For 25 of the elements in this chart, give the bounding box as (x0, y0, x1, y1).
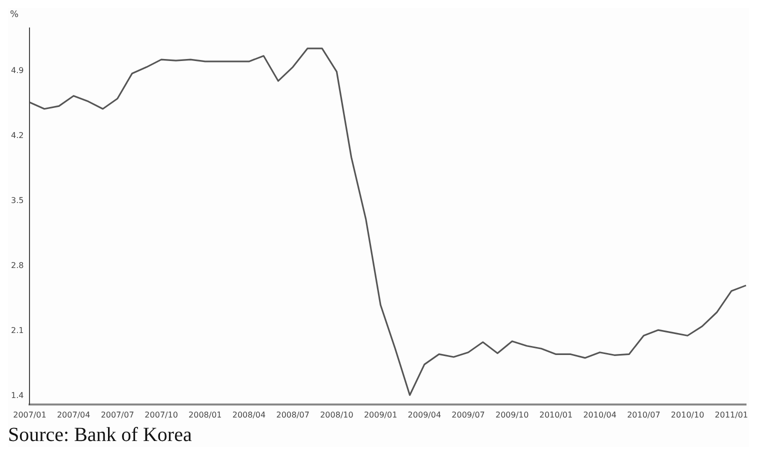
y-tick-label: 2.8 (10, 261, 24, 270)
x-tick-label: 2009/01 (364, 410, 398, 420)
x-tick-label: 2010/04 (583, 410, 616, 420)
x-tick-label: 2007/07 (100, 410, 134, 420)
y-tick-label: 4.2 (10, 130, 24, 140)
x-tick-label: 2008/07 (276, 410, 310, 420)
x-tick-label: 2011/01 (714, 410, 748, 420)
x-tick-label: 2009/07 (452, 410, 485, 420)
x-tick-label: 2007/04 (56, 410, 90, 420)
x-tick-label: 2007/10 (144, 410, 178, 420)
x-tick-label: 2010/10 (670, 410, 704, 420)
x-tick-label: 2010/07 (627, 410, 660, 420)
x-tick-label: 2009/10 (495, 410, 529, 420)
y-axis-title: % (10, 10, 19, 20)
source-note: Source: Bank of Korea (8, 423, 193, 447)
x-tick-label: 2008/01 (188, 410, 222, 420)
x-tick-label: 2010/01 (539, 410, 573, 420)
y-tick-label: 3.5 (10, 196, 24, 205)
x-tick-label: 2009/04 (408, 410, 442, 420)
y-tick-label: 2.1 (10, 326, 24, 336)
y-tick-label: 1.4 (10, 391, 24, 400)
x-tick-label: 2008/10 (320, 410, 354, 420)
x-tick-label: 2008/04 (232, 410, 266, 420)
x-tick-label: 2007/01 (13, 410, 46, 420)
y-tick-label: 4.9 (10, 66, 24, 75)
